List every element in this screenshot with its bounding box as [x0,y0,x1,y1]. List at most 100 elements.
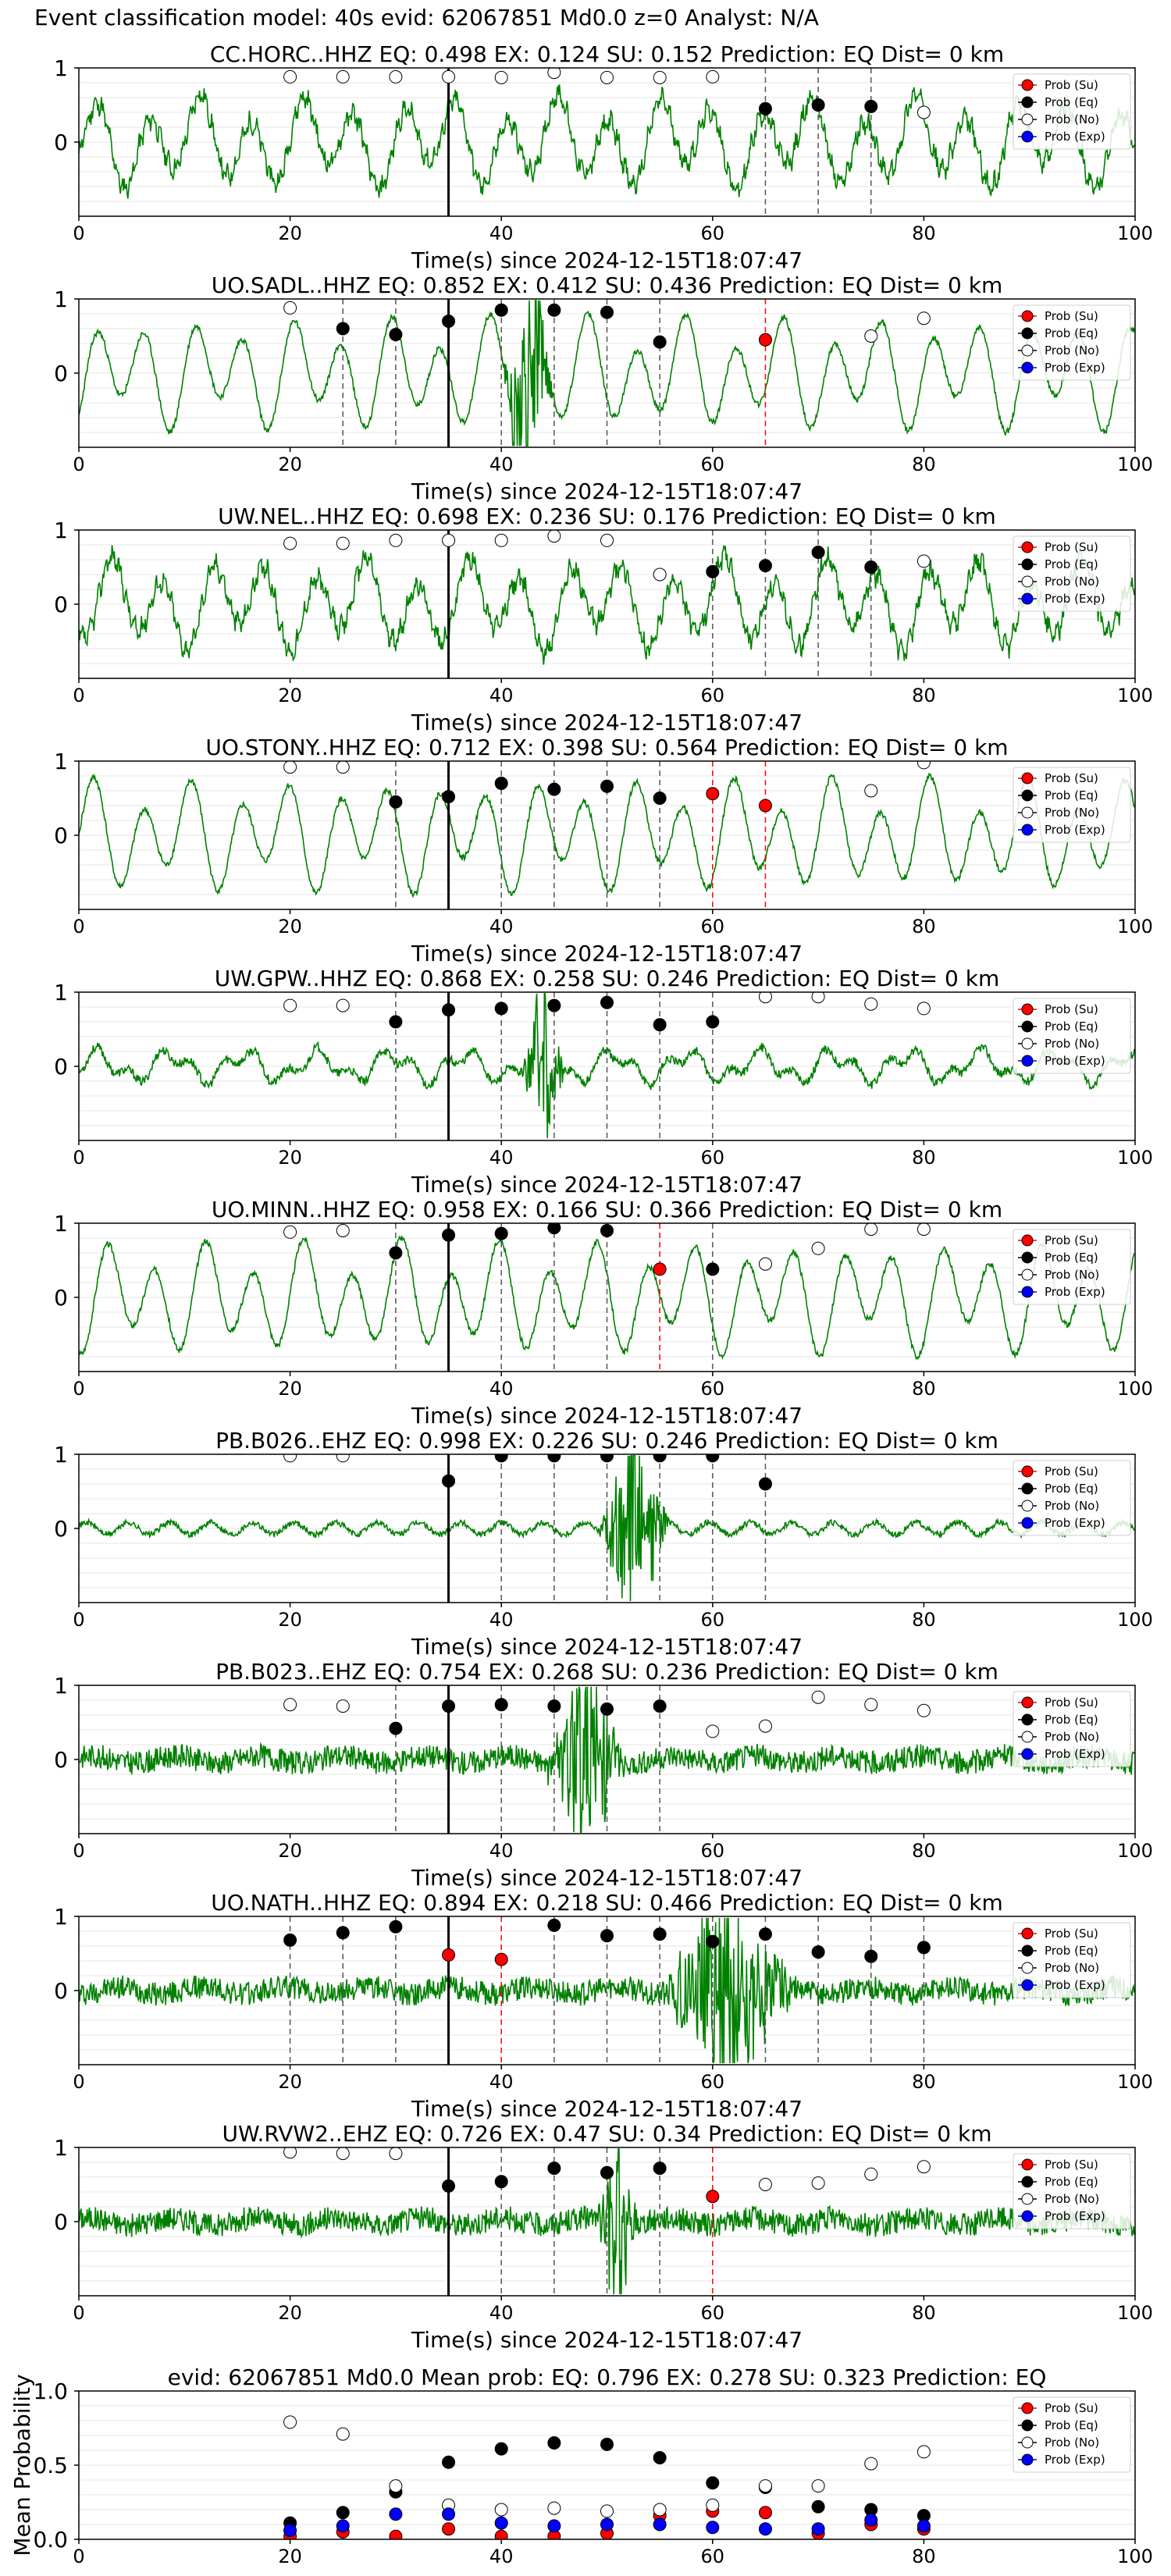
mean-prob-point-exp [600,2517,614,2532]
mean-prob-point-exp [653,2517,667,2532]
x-tick-label: 100 [1117,1147,1153,1169]
prob-point-no [494,70,508,84]
x-tick-label: 60 [701,454,725,475]
legend-marker-exp [1021,1517,1034,1529]
mean-prob-point-no [389,2479,403,2493]
x-tick-label: 20 [278,454,302,475]
prob-point-no [758,992,772,1004]
prob-point-eq [336,1926,350,1940]
legend-label-eq: Prob (Eq) [1045,1944,1098,1958]
legend-marker-eq [1021,2176,1034,2188]
legend-marker-exp [1021,2210,1034,2222]
legend-label-eq: Prob (Eq) [1045,557,1098,571]
prob-point-eq [811,98,825,112]
legend: Prob (Su) Prob (Eq) Prob (No) Prob (Exp) [1013,1922,1131,1998]
y-tick-label: 1 [54,1904,68,1930]
x-tick-label: 100 [1117,2546,1153,2567]
legend-label-su: Prob (Su) [1045,1464,1098,1478]
mean-prob-point-no [653,2503,667,2517]
x-tick-label: 0 [73,685,84,706]
legend-label-no: Prob (No) [1045,2435,1099,2450]
legend-label-exp: Prob (Exp) [1045,1747,1105,1761]
prob-point-eq [653,1018,667,1032]
prob-point-eq [389,795,403,809]
x-tick-label: 20 [278,916,302,938]
prob-point-no [864,1698,878,1712]
x-tick-label: 0 [73,2071,84,2093]
prob-point-no [706,1724,720,1738]
prob-point-eq [600,1929,614,1943]
prob-point-no [336,2147,350,2161]
prob-point-no [811,992,825,1004]
x-tick-label: 60 [701,1840,725,1862]
mean-prob-point-su [389,2529,403,2539]
legend-marker-no [1021,1268,1034,1281]
legend-label-su: Prob (Su) [1045,1233,1098,1247]
prob-point-eq [547,782,561,796]
x-tick-label: 80 [912,1378,936,1400]
y-tick-label: 1 [54,1211,68,1236]
x-axis-label: Time(s) since 2024-12-15T18:07:47 [411,941,803,966]
prob-point-no [336,69,350,84]
prob-point-eq [811,1945,825,1959]
legend-marker-su [1021,310,1034,322]
y-tick-label: 0 [54,1516,68,1542]
legend-label-exp: Prob (Exp) [1045,1054,1105,1068]
mean-prob-point-eq [811,2500,825,2514]
prob-point-no [336,536,350,550]
prob-point-no [547,68,561,80]
x-tick-label: 80 [912,222,936,244]
prob-point-eq [494,2175,508,2189]
subplot-7: PB.B026..EHZ EQ: 0.998 EX: 0.226 SU: 0.2… [54,1428,1153,1660]
prob-point-su [706,787,720,801]
legend-marker-exp [1021,1979,1034,1991]
prob-point-no [811,2176,825,2190]
mean-prob-point-eq [653,2451,667,2464]
y-tick-label: 1 [54,980,68,1005]
x-tick-label: 20 [278,1147,302,1169]
y-tick-label: 0 [54,1285,68,1311]
y-tick-label: 0.5 [33,2453,68,2478]
x-tick-label: 100 [1117,1378,1153,1400]
prob-point-su [758,799,772,813]
subplot-3: UW.NEL..HHZ EQ: 0.698 EX: 0.236 SU: 0.17… [54,503,1153,735]
x-tick-label: 60 [701,222,725,244]
x-tick-label: 60 [701,2302,725,2324]
x-axis-label: Time(s) since 2024-12-15T18:07:47 [411,247,803,273]
prob-point-no [442,533,456,547]
legend-label-no: Prob (No) [1045,575,1099,589]
legend-marker-no [1021,1500,1034,1512]
x-axis-label: Time(s) since 2024-12-15T18:07:47 [411,710,803,735]
legend-marker-exp [1021,824,1034,836]
x-tick-label: 60 [701,685,725,706]
prob-point-no [653,70,667,84]
prob-point-eq [547,303,561,317]
x-tick-label: 40 [489,1147,514,1169]
legend-label-exp: Prob (Exp) [1045,1978,1105,1992]
figure-suptitle: Event classification model: 40s evid: 62… [34,5,819,30]
prob-point-eq [600,995,614,1009]
legend-marker-su [1021,1003,1034,1016]
legend: Prob (Su) Prob (Eq) Prob (No) Prob (Exp) [1013,1691,1131,1767]
x-tick-label: 80 [912,2071,936,2093]
legend-label-no: Prob (No) [1045,343,1099,358]
waveform-trace [79,1686,1135,1833]
legend: Prob (Su) Prob (Eq) Prob (No) Prob (Exp) [1013,535,1131,612]
legend-label-exp: Prob (Exp) [1045,1516,1105,1530]
waveform-trace [79,84,1135,199]
prob-point-no [917,761,931,770]
prob-point-no [283,69,297,84]
prob-point-eq [389,328,403,342]
prob-point-no [600,70,614,84]
mean-prob-point-su [494,2529,508,2539]
legend-label-exp: Prob (Exp) [1045,592,1105,606]
legend-marker-no [1021,1731,1034,1743]
x-tick-label: 20 [278,2546,302,2567]
mean-prob-point-no [864,2457,878,2471]
x-tick-label: 100 [1117,916,1153,938]
x-tick-label: 100 [1117,2302,1153,2324]
prob-point-no [389,533,403,547]
prob-point-eq [389,1015,403,1029]
prob-point-eq [864,1949,878,1963]
legend-marker-eq [1021,327,1034,340]
